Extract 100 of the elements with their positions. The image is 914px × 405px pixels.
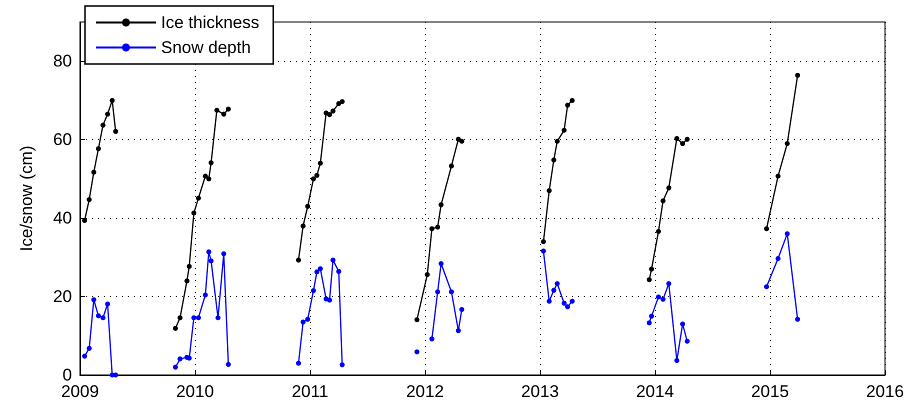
point — [221, 251, 226, 256]
y-tick-label: 60 — [53, 130, 72, 150]
point — [764, 284, 770, 290]
point — [340, 99, 345, 104]
point — [414, 317, 420, 322]
point — [91, 297, 96, 302]
point — [649, 266, 654, 272]
point — [656, 294, 661, 300]
point — [438, 202, 444, 208]
point — [113, 128, 118, 134]
point — [546, 188, 552, 194]
point — [202, 174, 208, 179]
point — [459, 138, 464, 144]
point — [340, 362, 345, 368]
point — [327, 112, 332, 118]
point — [554, 138, 560, 144]
point — [300, 320, 306, 325]
point — [540, 248, 546, 254]
point — [646, 320, 652, 326]
point — [206, 176, 212, 182]
point — [191, 315, 196, 320]
point — [178, 315, 183, 320]
point — [666, 185, 672, 190]
x-tick-label: 2015 — [751, 382, 789, 401]
point — [554, 281, 560, 286]
point — [680, 322, 686, 327]
y-tick-label: 40 — [53, 208, 72, 228]
point — [456, 328, 461, 334]
y-axis-title: Ice/snow (cm) — [17, 146, 36, 252]
point — [776, 174, 781, 179]
point — [305, 204, 310, 209]
point — [429, 226, 434, 232]
point — [330, 258, 336, 263]
point — [314, 172, 320, 178]
y-tick-label: 80 — [53, 52, 72, 71]
point — [196, 196, 201, 201]
point — [776, 256, 781, 262]
point — [565, 304, 570, 310]
point — [448, 289, 454, 294]
point — [216, 315, 220, 320]
point — [330, 108, 336, 114]
point — [435, 289, 440, 294]
point — [221, 112, 226, 117]
point — [100, 122, 106, 128]
point — [540, 239, 546, 244]
point — [318, 266, 323, 272]
point — [310, 288, 316, 294]
point — [105, 112, 110, 117]
point — [674, 136, 680, 141]
point — [202, 292, 208, 298]
point — [184, 278, 190, 284]
point — [674, 358, 680, 363]
point — [570, 298, 575, 304]
point — [296, 360, 301, 366]
point — [435, 224, 440, 230]
point — [562, 300, 567, 306]
point — [178, 356, 183, 362]
point — [666, 281, 672, 286]
point — [314, 269, 320, 274]
x-tick-label: 2009 — [61, 382, 99, 401]
y-tick-label: 0 — [62, 366, 72, 384]
point — [305, 316, 310, 322]
point — [214, 108, 220, 113]
point — [784, 231, 790, 236]
point — [448, 163, 454, 168]
point — [551, 288, 556, 293]
point — [96, 146, 101, 152]
point — [191, 210, 196, 216]
point — [429, 336, 434, 342]
point — [562, 128, 567, 133]
point — [565, 102, 570, 108]
x-tick-label: 2016 — [866, 382, 904, 401]
point — [546, 298, 552, 304]
point — [110, 98, 115, 103]
point — [226, 362, 231, 367]
point — [208, 258, 214, 264]
point — [100, 315, 106, 320]
point — [208, 160, 214, 166]
point — [795, 316, 800, 322]
legend-label: Ice thickness — [161, 13, 260, 32]
y-tick-label: 20 — [53, 287, 72, 306]
point — [438, 261, 444, 266]
point — [684, 338, 690, 344]
point — [113, 372, 118, 378]
point — [684, 136, 690, 142]
point — [172, 326, 178, 331]
point — [656, 228, 661, 234]
point — [795, 72, 800, 78]
point — [570, 98, 575, 103]
point — [551, 158, 556, 163]
point — [660, 198, 666, 204]
point — [318, 160, 323, 166]
point — [660, 296, 666, 302]
point — [86, 197, 92, 202]
point — [226, 106, 231, 112]
x-tick-label: 2010 — [176, 382, 214, 401]
point — [172, 364, 178, 370]
point — [784, 141, 790, 146]
point — [196, 315, 201, 320]
point — [186, 264, 192, 269]
